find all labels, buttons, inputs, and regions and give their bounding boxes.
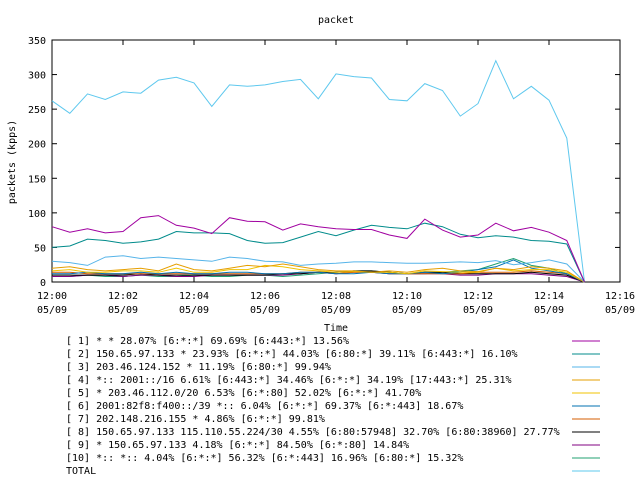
legend-label: [ 1] * * 28.07% [6:*:*] 69.69% [6:443:*]… xyxy=(66,336,349,347)
legend-label: [ 4] *:: 2001::/16 6.61% [6:443:*] 34.46… xyxy=(66,375,512,386)
y-tick-label: 200 xyxy=(28,140,46,151)
legend-label: [10] *:: *:: 4.04% [6:*:*] 56.32% [6:*:4… xyxy=(66,453,463,464)
legend-label: [ 2] 150.65.97.133 * 23.93% [6:*:*] 44.0… xyxy=(66,349,518,360)
chart-title: packet xyxy=(318,15,354,26)
x-tick-label: 12:08 xyxy=(321,291,351,302)
legend-label: [ 3] 203.46.124.152 * 11.19% [6:80:*] 99… xyxy=(66,362,331,373)
series-line-4 xyxy=(51,263,585,283)
x-tick-date: 05/09 xyxy=(392,305,422,316)
series-line-6 xyxy=(52,259,585,283)
y-tick-label: 0 xyxy=(40,278,46,289)
x-tick-date: 05/09 xyxy=(321,305,351,316)
x-tick-label: 12:10 xyxy=(392,291,422,302)
legend-label: [ 7] 202.148.216.155 * 4.86% [6:*:*] 99.… xyxy=(66,414,325,425)
series-line-1 xyxy=(51,215,585,283)
x-tick-date: 05/09 xyxy=(605,305,635,316)
plot-frame xyxy=(51,39,621,283)
x-tick-label: 12:16 xyxy=(605,291,635,302)
legend-label: [ 5] * 203.46.112.0/20 6.53% [6:*:80] 52… xyxy=(66,388,421,399)
legend: [ 1] * * 28.07% [6:*:*] 69.69% [6:443:*]… xyxy=(66,336,600,477)
y-tick-label: 50 xyxy=(34,243,46,254)
y-tick-label: 300 xyxy=(28,71,46,82)
y-tick-label: 150 xyxy=(28,174,46,185)
x-tick-date: 05/09 xyxy=(179,305,209,316)
x-tick-label: 12:02 xyxy=(108,291,138,302)
legend-label: TOTAL xyxy=(66,466,96,477)
y-tick-label: 100 xyxy=(28,209,46,220)
y-axis-label: packets (kpps) xyxy=(7,120,18,204)
series-line-3 xyxy=(51,255,585,283)
x-tick-label: 12:14 xyxy=(534,291,564,302)
x-tick-label: 12:04 xyxy=(179,291,209,302)
y-tick-label: 250 xyxy=(28,105,46,116)
legend-label: [ 6] 2001:82f8:f400::/39 *:: 6.04% [6:*:… xyxy=(66,401,463,412)
legend-label: [ 9] * 150.65.97.133 4.18% [6:*:*] 84.50… xyxy=(66,440,409,451)
x-axis-label: Time xyxy=(324,323,348,334)
plot-area: 0 50 100 150 200 250 300 350 12:00 05/09 12:02 05/0… xyxy=(28,36,635,316)
x-tick-date: 05/09 xyxy=(250,305,280,316)
x-tick-date: 05/09 xyxy=(463,305,493,316)
series-line-10 xyxy=(52,257,585,283)
x-tick-label: 12:12 xyxy=(463,291,493,302)
x-tick-date: 05/09 xyxy=(534,305,564,316)
x-tick-date: 05/09 xyxy=(108,305,138,316)
series-line-2 xyxy=(51,222,585,283)
series-line-11 xyxy=(51,59,585,283)
x-tick-label: 12:06 xyxy=(250,291,280,302)
x-tick-date: 05/09 xyxy=(37,305,67,316)
x-tick-label: 12:00 xyxy=(37,291,67,302)
legend-label: [ 8] 150.65.97.133 115.110.55.224/30 4.5… xyxy=(66,427,560,438)
y-tick-label: 350 xyxy=(28,36,46,47)
